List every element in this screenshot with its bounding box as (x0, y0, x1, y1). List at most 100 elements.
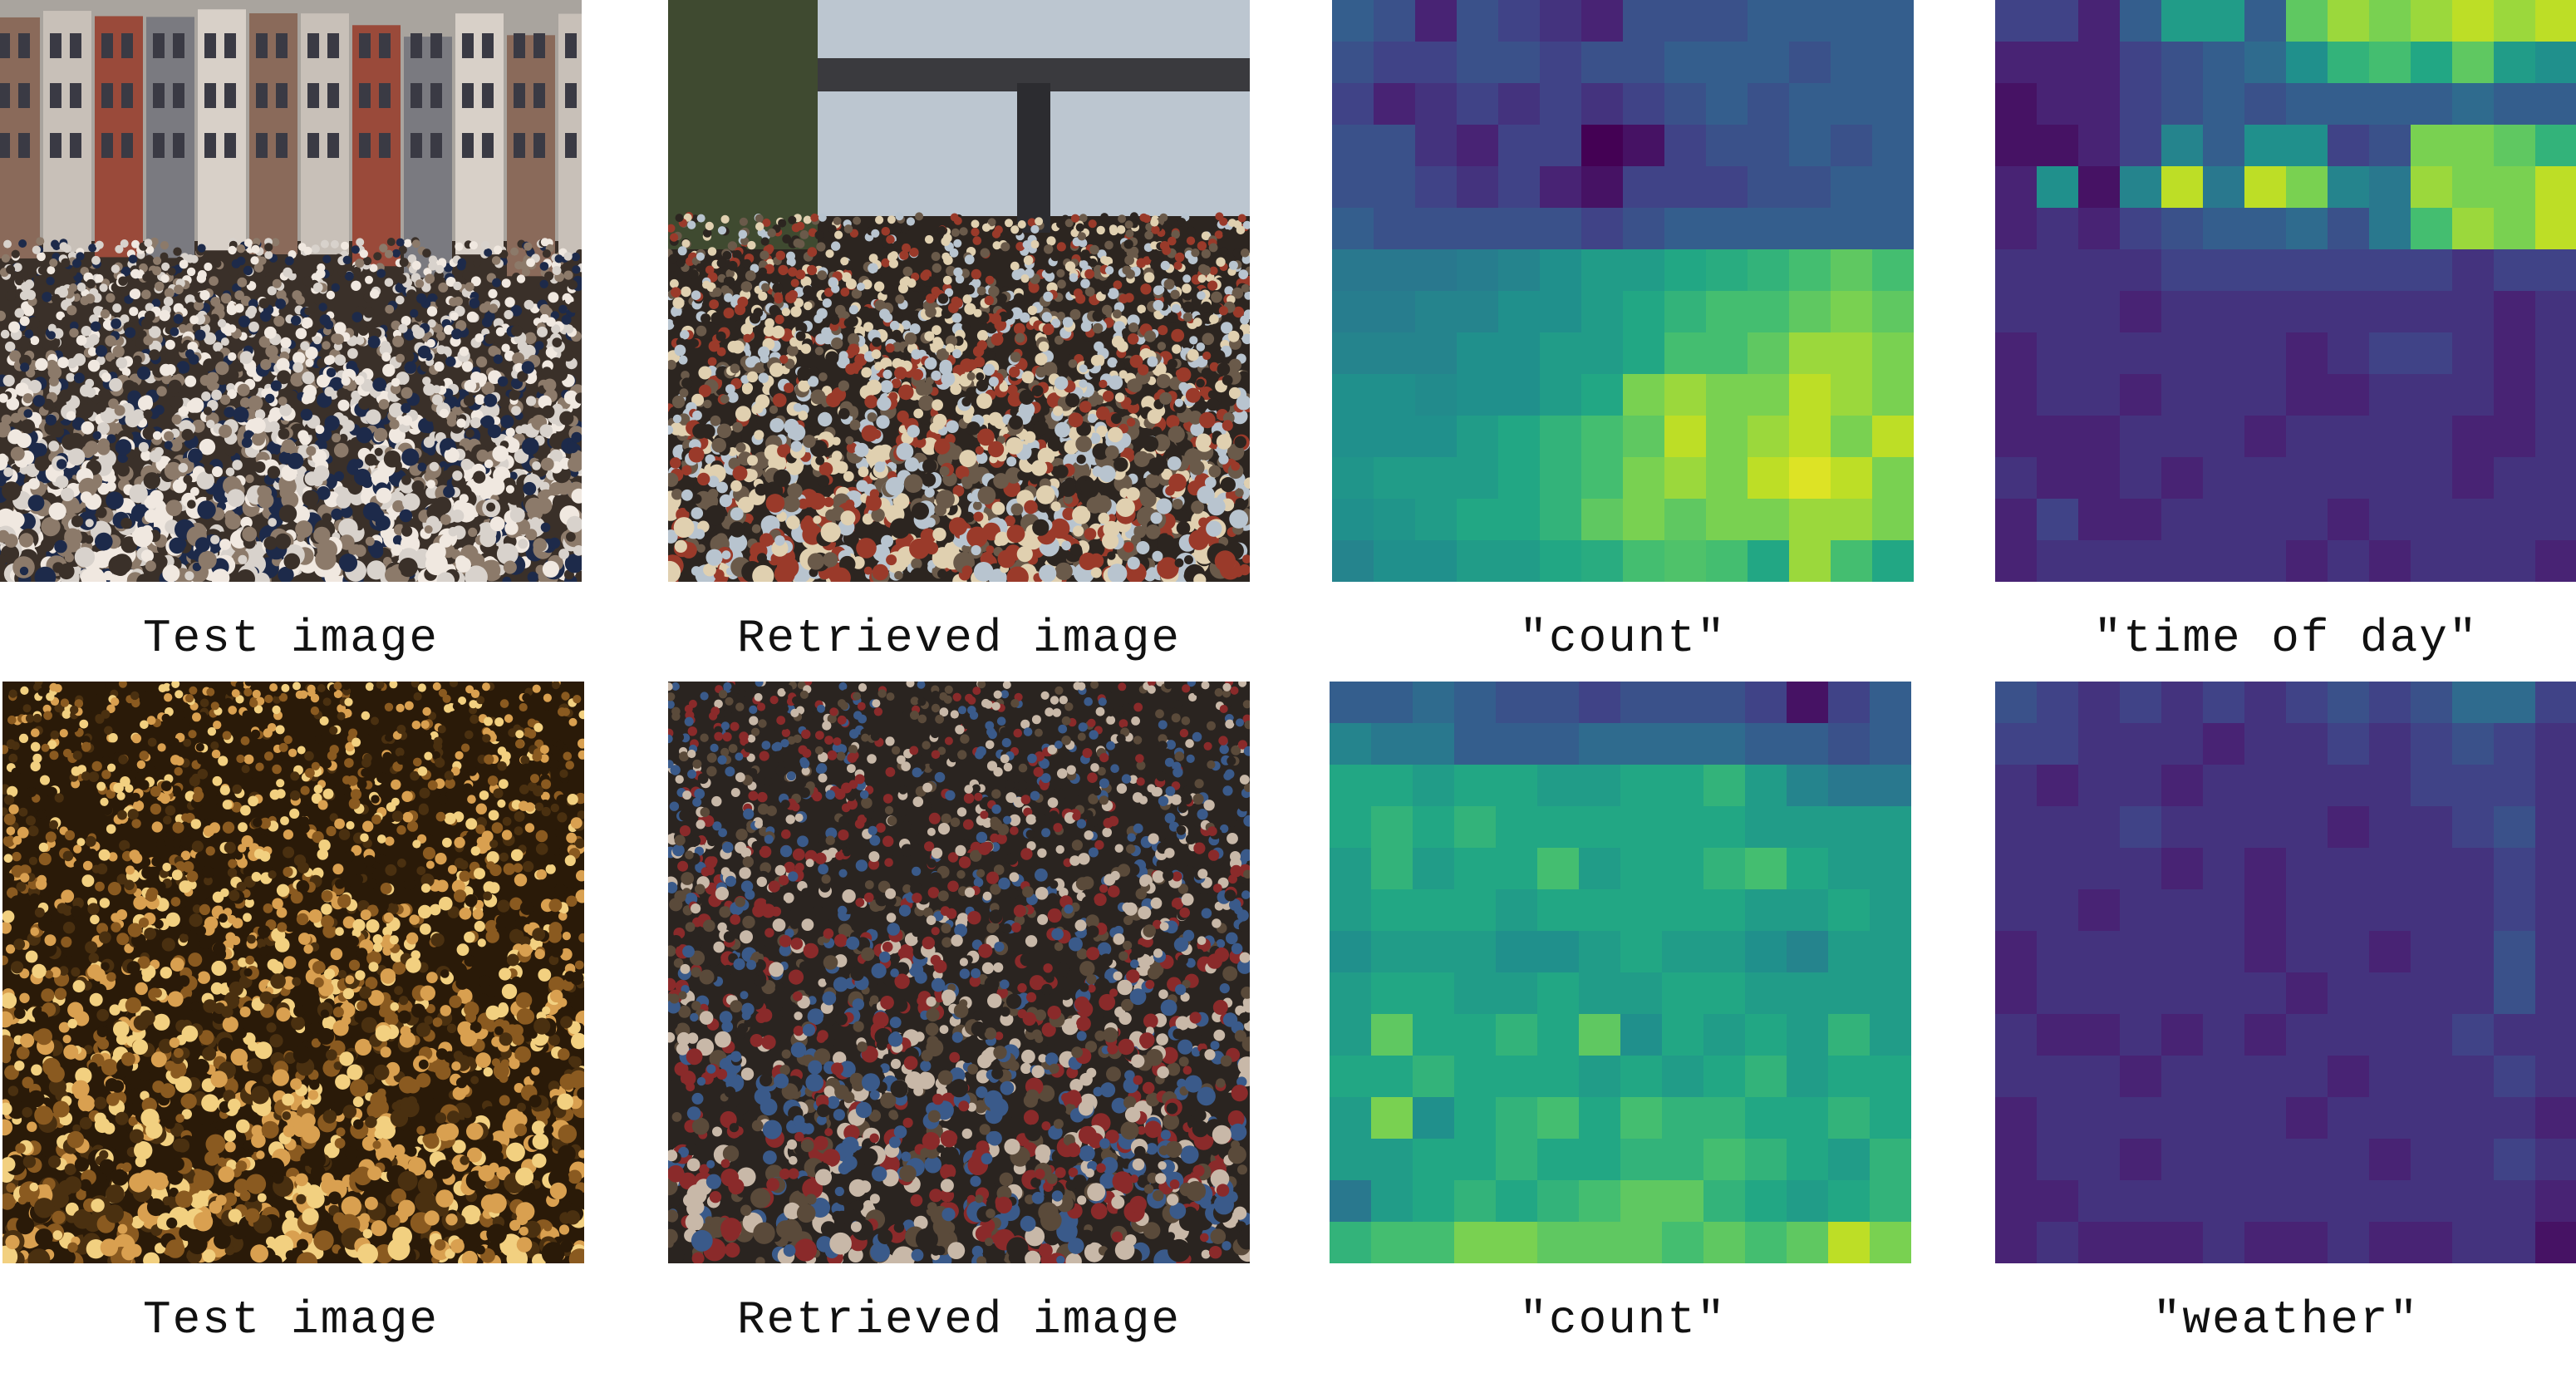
heatmap-cell (2286, 83, 2328, 126)
heatmap-cell (1745, 1097, 1787, 1139)
heatmap-cell (2120, 765, 2162, 807)
heatmap-cell (1579, 1180, 1621, 1223)
heatmap-cell (1540, 0, 1582, 42)
heatmap-cell (1374, 540, 1416, 582)
heatmap-cell (2161, 848, 2204, 890)
heatmap-cell (1454, 972, 1497, 1015)
heatmap-cell (2244, 1014, 2287, 1056)
heatmap-cell (1623, 332, 1665, 375)
heatmap-cell (2120, 166, 2162, 209)
heatmap-cell (1579, 931, 1621, 973)
heatmap-cell (1415, 332, 1458, 375)
heatmap-cell (1496, 1056, 1538, 1098)
heatmap-cell (2078, 1222, 2121, 1263)
heatmap-cell (1496, 1014, 1538, 1056)
heatmap-cell (1371, 1056, 1413, 1098)
heatmap-cell (2244, 972, 2287, 1015)
heatmap-cell (1662, 848, 1704, 890)
heatmap-cell (2244, 374, 2287, 416)
heatmap-cell (2328, 1014, 2370, 1056)
heatmap-cell (2120, 0, 2162, 42)
heatmap-cell (1537, 682, 1580, 724)
heatmap-cell (2203, 499, 2245, 541)
heatmap-cell (1413, 972, 1455, 1015)
heatmap-cell (2411, 374, 2453, 416)
heatmap-cell (1540, 166, 1582, 209)
heatmap-cell (2078, 208, 2121, 250)
heatmap-cell (2452, 249, 2495, 292)
heatmap-cell (2328, 931, 2370, 973)
heatmap-cell (2203, 249, 2245, 292)
heatmap-cell (1706, 540, 1748, 582)
heatmap-cell (1995, 0, 2038, 42)
heatmap-cell (2328, 125, 2370, 167)
heatmap-cell (1706, 0, 1748, 42)
heatmap-cell (1828, 848, 1871, 890)
heatmap-cell (2286, 457, 2328, 500)
heatmap-cell (2286, 249, 2328, 292)
heatmap-cell (1415, 83, 1458, 126)
heatmap-cell (2328, 1222, 2370, 1263)
heatmap-cell (1581, 208, 1624, 250)
heatmap-cell (1498, 249, 1541, 292)
heatmap-cell (2037, 291, 2079, 333)
heatmap-cell (1496, 848, 1538, 890)
heatmap-cell (1995, 125, 2038, 167)
heatmap-cell (1330, 1097, 1372, 1139)
heatmap-cell (2120, 416, 2162, 458)
heatmap-cell (1831, 83, 1873, 126)
heatmap-cell (2244, 889, 2287, 932)
heatmap-cell (1371, 848, 1413, 890)
heatmap-cell (1789, 208, 1831, 250)
heatmap-cell (2286, 291, 2328, 333)
heatmap-cell (2452, 1056, 2495, 1098)
heatmap-cell (2369, 806, 2411, 849)
heatmap-cell (2286, 208, 2328, 250)
heatmap-cell (1789, 291, 1831, 333)
heatmap-cell (2286, 499, 2328, 541)
heatmap-cell (2203, 291, 2245, 333)
heatmap-cell (1454, 1180, 1497, 1223)
heatmap-cell (2244, 332, 2287, 375)
heatmap-cell (1748, 374, 1790, 416)
heatmap-cell (2244, 42, 2287, 84)
heatmap-cell (1995, 723, 2038, 765)
heatmap-cell (1581, 499, 1624, 541)
heatmap-cell (2494, 1056, 2536, 1098)
caption-count: "count" (1519, 1293, 1727, 1346)
heatmap-cell (1828, 1014, 1871, 1056)
heatmap-cell (2078, 1180, 2121, 1223)
heatmap-cell (2286, 931, 2328, 973)
heatmap-cell (1498, 332, 1541, 375)
heatmap-cell (1995, 499, 2038, 541)
heatmap-cell (1789, 540, 1831, 582)
heatmap-cell (2328, 332, 2370, 375)
heatmap-cell (2120, 208, 2162, 250)
heatmap-cell (1540, 332, 1582, 375)
heatmap-cell (1870, 848, 1911, 890)
heatmap-cell (1332, 83, 1374, 126)
heatmap-cell (2328, 889, 2370, 932)
heatmap-cell (1620, 1139, 1663, 1181)
heatmap-cell (2120, 83, 2162, 126)
heatmap-cell (2037, 931, 2079, 973)
heatmap-cell (2411, 499, 2453, 541)
heatmap-cell (1374, 416, 1416, 458)
heatmap-cell (1579, 1139, 1621, 1181)
heatmap-cell (2244, 457, 2287, 500)
heatmap-cell (2411, 166, 2453, 209)
heatmap-cell (2203, 931, 2245, 973)
heatmap-cell (2120, 1180, 2162, 1223)
heatmap-cell (1330, 1014, 1372, 1056)
heatmap-cell (2078, 682, 2121, 724)
heatmap-cell (1745, 889, 1787, 932)
heatmap-cell (1706, 208, 1748, 250)
heatmap-cell (1872, 166, 1914, 209)
heatmap-cell (2535, 416, 2576, 458)
heatmap-cell (1870, 1014, 1911, 1056)
heatmap-cell (1620, 682, 1663, 724)
heatmap-cell (1789, 457, 1831, 500)
heatmap-cell (2078, 1139, 2121, 1181)
heatmap-cell (1828, 1180, 1871, 1223)
heatmap-cell (2411, 208, 2453, 250)
